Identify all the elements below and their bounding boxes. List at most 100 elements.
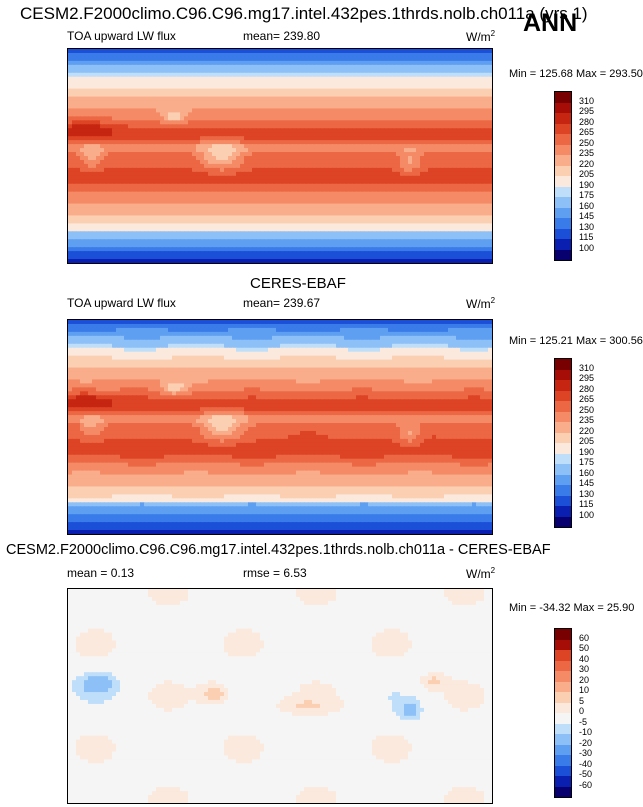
map-cell xyxy=(256,100,261,106)
map-cell xyxy=(208,195,213,201)
map-cell xyxy=(176,199,181,205)
map-cell xyxy=(452,231,457,236)
map-cell xyxy=(276,100,281,106)
map-cell xyxy=(348,84,353,90)
map-cell xyxy=(160,167,165,173)
map-cell xyxy=(224,104,229,110)
map-cell xyxy=(132,175,137,181)
map-cell xyxy=(280,60,285,66)
map-cell xyxy=(448,171,453,177)
map-cell xyxy=(92,56,97,62)
map-cell xyxy=(88,179,93,185)
map-cell xyxy=(488,108,492,113)
map-cell xyxy=(356,199,361,205)
map-cell xyxy=(300,96,305,102)
map-cell xyxy=(372,80,377,86)
map-cell xyxy=(332,163,337,169)
map-cell xyxy=(324,215,329,220)
map-cell xyxy=(172,64,177,70)
map-cell xyxy=(260,179,265,185)
map-cell xyxy=(324,112,329,117)
map-cell xyxy=(348,171,353,177)
map-cell xyxy=(100,60,105,66)
map-cell xyxy=(104,159,109,165)
map-cell xyxy=(204,207,209,213)
map-cell xyxy=(232,49,237,54)
map-cell xyxy=(192,136,197,141)
map-cell xyxy=(344,136,349,141)
map-cell xyxy=(104,167,109,173)
map-cell xyxy=(152,207,157,213)
map-cell xyxy=(224,187,229,193)
map-cell xyxy=(356,227,361,232)
map-cell xyxy=(188,179,193,185)
map-cell xyxy=(456,219,461,224)
map-cell xyxy=(436,207,441,213)
map-cell xyxy=(328,179,333,185)
map-cell xyxy=(300,187,305,193)
map-cell xyxy=(468,72,473,78)
map-cell xyxy=(76,52,81,58)
map-cell xyxy=(480,80,485,86)
map-cell xyxy=(184,136,189,141)
map-cell xyxy=(396,60,401,66)
map-cell xyxy=(196,215,201,220)
map-cell xyxy=(376,96,381,102)
map-cell xyxy=(320,132,325,137)
map-cell xyxy=(484,76,489,82)
map-cell xyxy=(364,128,369,133)
map-cell xyxy=(480,199,485,205)
map-cell xyxy=(72,124,77,129)
map-cell xyxy=(156,163,161,169)
map-cell xyxy=(376,175,381,181)
map-cell xyxy=(356,203,361,209)
map-cell xyxy=(304,76,309,82)
map-cell xyxy=(96,148,101,153)
map-cell xyxy=(388,211,393,217)
map-cell xyxy=(208,156,213,161)
map-cell xyxy=(472,49,477,54)
map-cell xyxy=(416,231,421,236)
map-cell xyxy=(476,231,481,236)
map-cell xyxy=(472,112,477,117)
map-cell xyxy=(316,49,321,54)
map-cell xyxy=(448,159,453,165)
map-cell xyxy=(444,140,449,145)
map-cell xyxy=(316,104,321,110)
map-cell xyxy=(368,104,373,110)
map-cell xyxy=(408,112,413,117)
map-cell xyxy=(328,84,333,90)
map-cell xyxy=(84,156,89,161)
map-cell xyxy=(372,128,377,133)
map-cell xyxy=(396,215,401,220)
map-cell xyxy=(132,195,137,201)
map-cell xyxy=(372,179,377,185)
map-cell xyxy=(100,96,105,102)
map-cell xyxy=(432,183,437,189)
map-cell xyxy=(428,179,433,185)
map-cell xyxy=(96,88,101,94)
map-cell xyxy=(248,207,253,213)
map-cell xyxy=(252,195,257,201)
map-cell xyxy=(296,72,301,78)
map-cell xyxy=(364,203,369,209)
map-cell xyxy=(368,140,373,145)
map-cell xyxy=(220,112,225,117)
map-cell xyxy=(488,211,492,217)
map-cell xyxy=(148,140,153,145)
map-cell xyxy=(448,84,453,90)
map-cell xyxy=(260,152,265,157)
map-cell xyxy=(224,64,229,70)
map-cell xyxy=(456,140,461,145)
map-cell xyxy=(132,100,137,106)
map-cell xyxy=(320,231,325,236)
map-cell xyxy=(152,152,157,157)
map-cell xyxy=(384,88,389,94)
map-cell xyxy=(84,159,89,165)
map-cell xyxy=(156,128,161,133)
map-cell xyxy=(432,211,437,217)
map-cell xyxy=(252,84,257,90)
map-cell xyxy=(124,60,129,66)
map-cell xyxy=(256,136,261,141)
map-cell xyxy=(300,120,305,125)
